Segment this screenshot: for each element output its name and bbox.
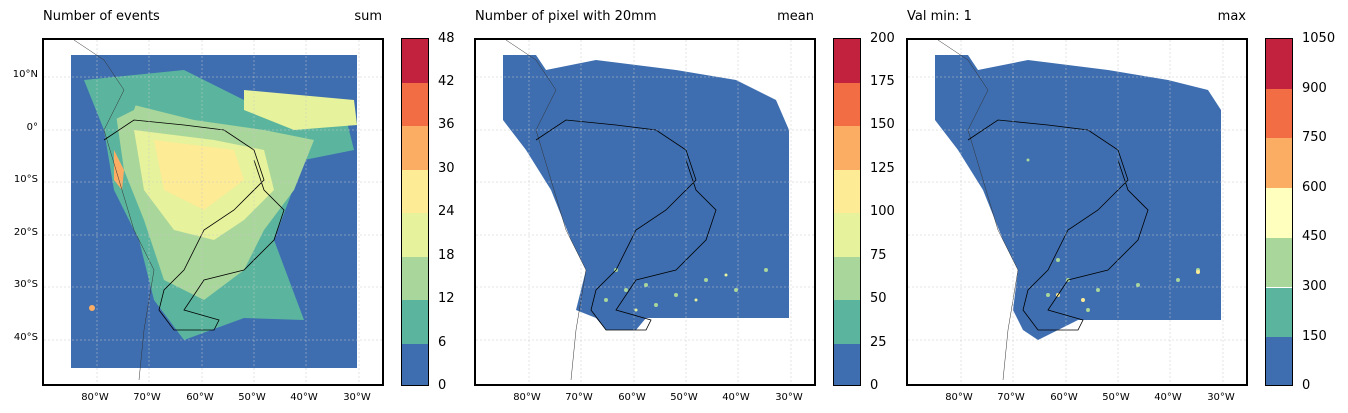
colorbar-tick: 200 [870,31,895,46]
map-3-canvas [908,40,1246,384]
lon-label: 40°W [722,392,750,403]
colorbar-tick: 125 [870,161,895,176]
lon-label: 30°W [343,392,371,403]
map-2 [474,38,816,386]
lon-label: 50°W [238,392,266,403]
lon-label: 70°W [565,392,593,403]
colorbar-tick: 1050 [1302,31,1336,46]
colorbar-tick: 175 [870,74,895,89]
colorbar-tick: 75 [870,248,887,263]
lat-label: 30°S [13,279,38,290]
colorbar-tick: 900 [1302,81,1327,96]
lon-label: 60°W [618,392,646,403]
colorbar-tick: 600 [1302,180,1327,195]
lon-label: 50°W [1102,392,1130,403]
lon-label: 70°W [997,392,1025,403]
map-1 [42,38,384,386]
panel-1-title: Number of events [43,9,160,24]
panel-2-stat: mean [777,9,814,24]
lat-label: 20°S [13,227,38,238]
lon-label: 60°W [1050,392,1078,403]
panel-3-title: Val min: 1 [907,9,972,24]
lon-label: 60°W [186,392,214,403]
panel-3-stat: max [1217,9,1246,24]
lat-label: 0° [26,122,38,133]
colorbar-tick: 50 [870,291,887,306]
colorbar-tick: 25 [870,335,887,350]
colorbar-tick: 100 [870,204,895,219]
colorbar-tick: 450 [1302,229,1327,244]
colorbar-tick: 24 [438,204,455,219]
colorbar-tick: 48 [438,31,455,46]
colorbar-tick: 0 [1302,378,1311,393]
colorbar-tick: 6 [438,335,447,350]
lon-label: 70°W [133,392,161,403]
map-2-canvas [476,40,814,384]
lon-label: 30°W [1207,392,1235,403]
map-3 [906,38,1248,386]
lat-label: 10°S [13,174,38,185]
colorbar-tick: 0 [438,378,447,393]
colorbar-2 [833,38,861,386]
colorbar-tick: 0 [870,378,879,393]
lon-label: 30°W [775,392,803,403]
colorbar-tick: 18 [438,248,455,263]
colorbar-tick: 36 [438,117,455,132]
colorbar-tick: 300 [1302,279,1327,294]
colorbar-tick: 150 [1302,329,1327,344]
lon-label: 40°W [1154,392,1182,403]
lat-label: 40°S [13,332,38,343]
colorbar-3 [1265,38,1293,386]
lat-label: 10°N [12,69,38,80]
colorbar-1 [401,38,429,386]
lon-label: 80°W [945,392,973,403]
colorbar-tick: 42 [438,74,455,89]
panel-2-title: Number of pixel with 20mm [475,9,657,24]
lon-label: 80°W [513,392,541,403]
lon-label: 40°W [290,392,318,403]
colorbar-tick: 750 [1302,130,1327,145]
panel-1-stat: sum [354,9,382,24]
map-1-canvas [44,40,382,384]
colorbar-tick: 12 [438,291,455,306]
lon-label: 80°W [81,392,109,403]
colorbar-tick: 30 [438,161,455,176]
lon-label: 50°W [670,392,698,403]
colorbar-tick: 150 [870,117,895,132]
